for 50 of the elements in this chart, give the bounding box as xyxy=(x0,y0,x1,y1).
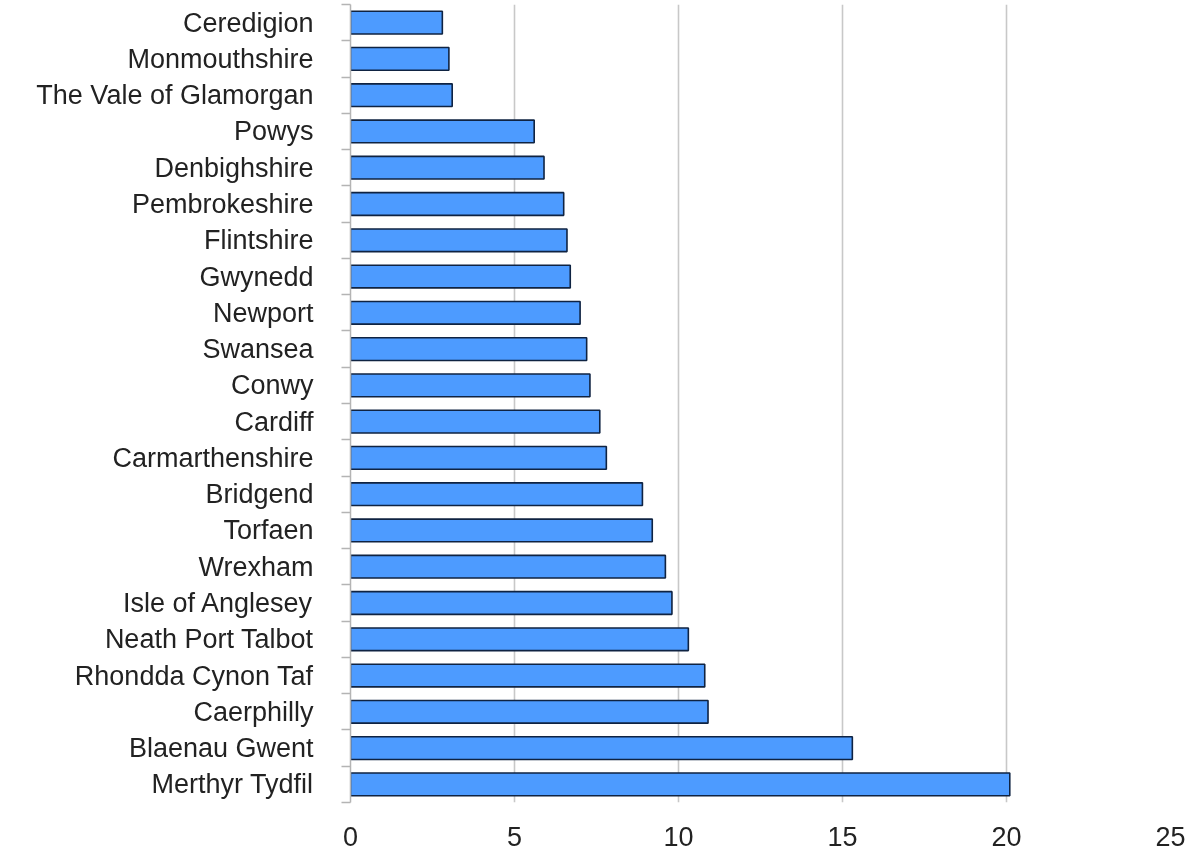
y-tick-label: Blaenau Gwent xyxy=(128,733,314,764)
bar xyxy=(350,300,581,325)
y-tick-label: Monmouthshire xyxy=(127,43,314,74)
y-tick-label: Gwynedd xyxy=(199,261,314,292)
bar xyxy=(350,735,854,761)
y-tick-label: Isle of Anglesey xyxy=(122,588,313,618)
y-tick-label: Ceredigion xyxy=(182,7,314,38)
x-tick-label: 25 xyxy=(1155,821,1186,848)
y-tick-label: Denbighshire xyxy=(154,152,314,183)
bar xyxy=(350,373,591,398)
x-tick-label: 5 xyxy=(506,821,523,848)
y-tick-label: Caerphilly xyxy=(193,696,314,727)
bar xyxy=(350,46,450,72)
bar xyxy=(350,590,673,616)
y-tick-label: Newport xyxy=(212,297,314,328)
bar xyxy=(350,663,706,688)
y-tick-label: Swansea xyxy=(202,334,315,365)
bar xyxy=(350,554,667,579)
y-tick-label: The Vale of Glamorgan xyxy=(36,80,314,111)
bar xyxy=(350,83,453,108)
y-tick-label: Neath Port Talbot xyxy=(104,624,314,655)
bar xyxy=(350,482,644,507)
bar xyxy=(350,228,568,253)
bar xyxy=(350,264,572,289)
y-tick-label: Cardiff xyxy=(234,406,314,437)
bar xyxy=(350,409,601,434)
y-tick-label: Torfaen xyxy=(223,515,314,546)
y-tick-label: Flintshire xyxy=(203,225,314,256)
y-tick-label: Conwy xyxy=(230,370,314,401)
x-tick-label: 20 xyxy=(991,821,1022,848)
y-tick-label: Wrexham xyxy=(198,551,314,582)
bar xyxy=(350,445,608,471)
bar xyxy=(350,518,654,543)
bar xyxy=(350,10,444,35)
x-tick-label: 15 xyxy=(827,821,858,848)
bar xyxy=(350,772,1011,797)
bar xyxy=(350,155,545,180)
bar xyxy=(350,191,565,217)
y-tick-label: Merthyr Tydfil xyxy=(151,769,314,800)
bar xyxy=(350,119,535,144)
bar xyxy=(350,627,690,652)
y-tick-label: Pembrokeshire xyxy=(131,189,314,219)
y-tick-label: Powys xyxy=(233,116,314,147)
bar xyxy=(350,336,588,362)
x-tick-label: 10 xyxy=(663,821,694,848)
x-tick-label: 0 xyxy=(342,821,359,848)
y-tick-label: Bridgend xyxy=(205,479,314,510)
y-tick-label: Carmarthenshire xyxy=(112,442,314,473)
bar xyxy=(350,699,709,724)
y-tick-label: Rhondda Cynon Taf xyxy=(74,660,314,691)
